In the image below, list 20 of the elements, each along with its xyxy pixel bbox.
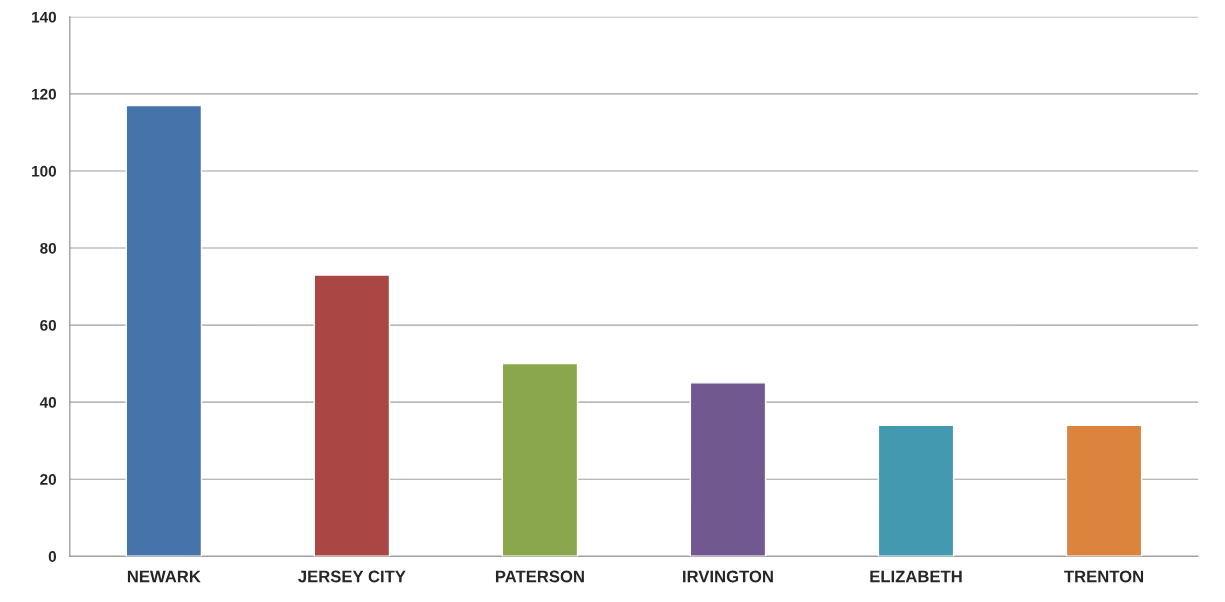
- bar: [125, 104, 203, 557]
- bar: [689, 382, 767, 557]
- x-tick-label: ELIZABETH: [870, 570, 962, 583]
- y-tick-label: 80: [40, 242, 57, 254]
- x-tick-label: NEWARK: [127, 570, 201, 583]
- y-tick-label: 40: [39, 397, 57, 408]
- bar: [313, 274, 391, 557]
- y-tick-label: 20: [40, 474, 57, 485]
- x-tick-label: TRENTON: [1064, 570, 1144, 583]
- x-tick-label: IRVINGTON: [683, 570, 773, 583]
- bar: [877, 424, 955, 557]
- y-tick-label: 60: [40, 319, 57, 331]
- y-tick-label: 120: [32, 88, 57, 100]
- y-tick-label: 140: [32, 11, 57, 23]
- x-tick-label: PATERSON: [495, 570, 584, 583]
- bar: [501, 362, 579, 557]
- x-tick-label: JERSEY CITY: [298, 570, 406, 583]
- y-tick-label: 0: [48, 551, 57, 562]
- bar: [1065, 424, 1143, 557]
- y-tick-label: 100: [32, 165, 57, 177]
